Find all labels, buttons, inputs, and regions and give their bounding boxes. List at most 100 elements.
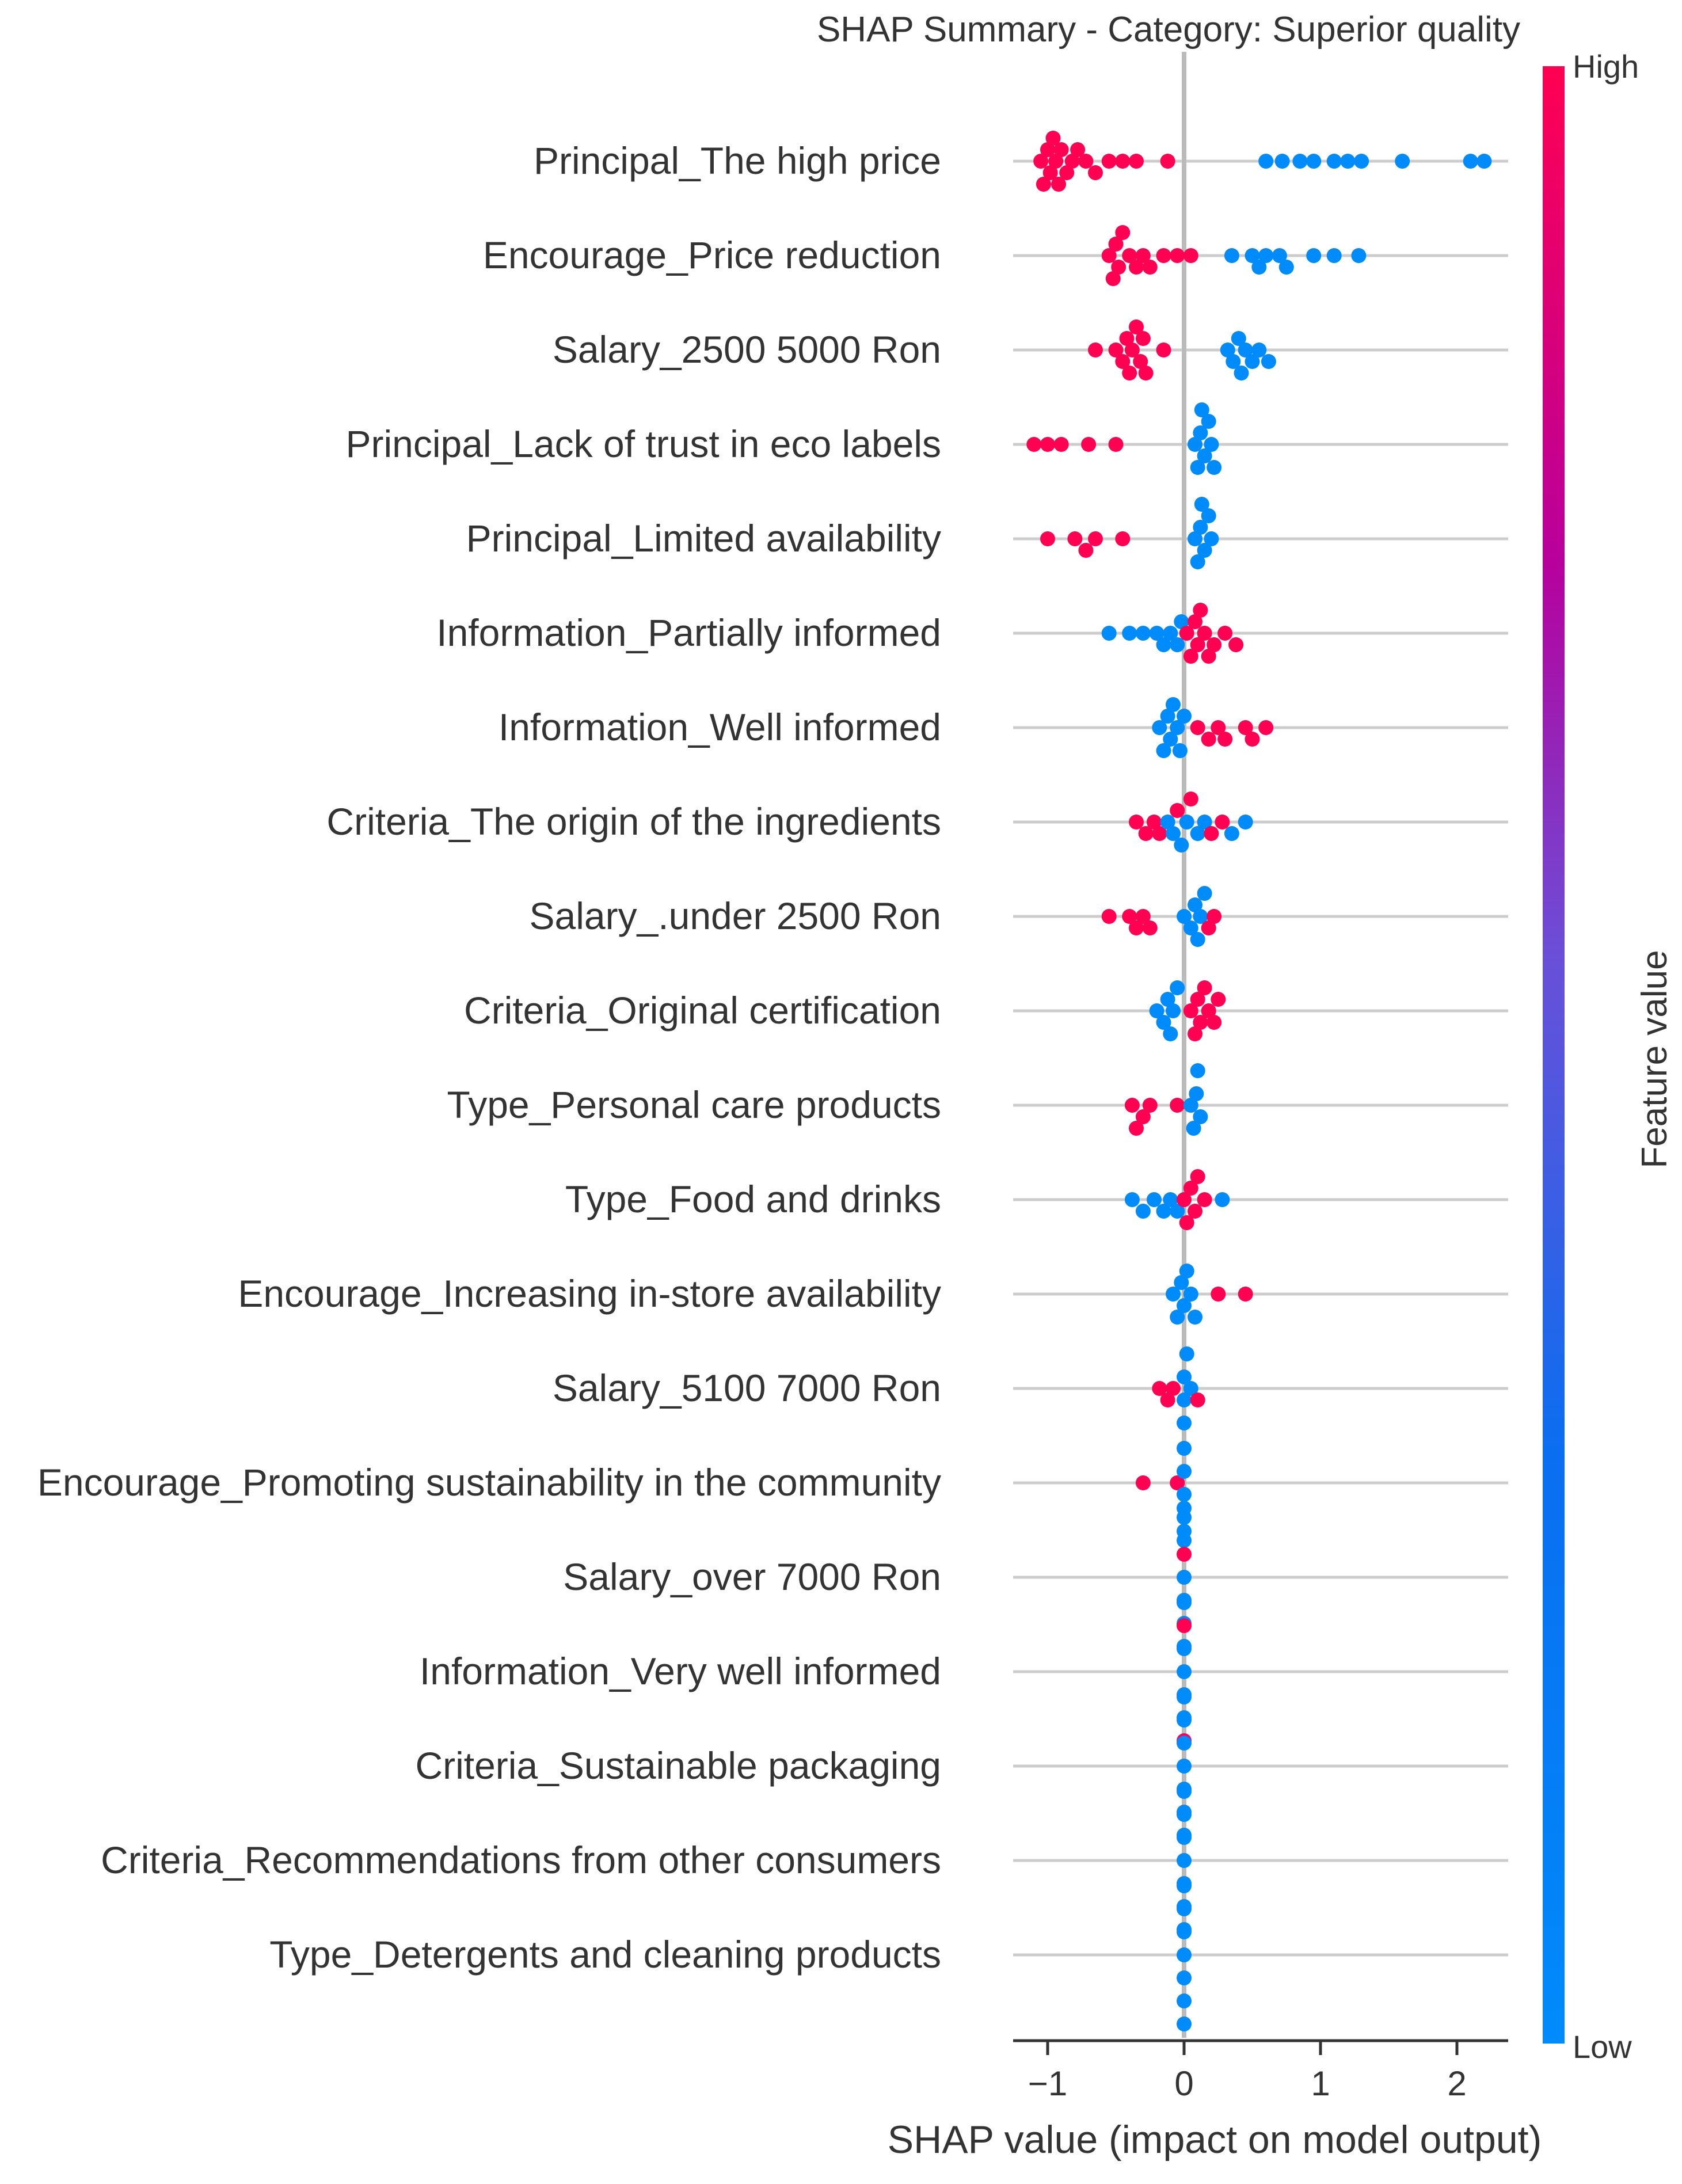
shap-point: [1124, 1192, 1140, 1207]
shap-point: [1177, 1570, 1192, 1585]
feature-label: Information_Very well informed: [420, 1650, 941, 1692]
shap-point: [1088, 531, 1103, 546]
shap-point: [1183, 649, 1198, 664]
shap-point: [1156, 248, 1171, 263]
shap-point: [1177, 1298, 1192, 1313]
shap-point: [1152, 1381, 1167, 1396]
shap-point: [1042, 165, 1058, 180]
shap-point: [1177, 2016, 1192, 2031]
shap-point: [1193, 1109, 1208, 1124]
shap-point: [1177, 1924, 1192, 1939]
shap-point: [1177, 1947, 1192, 1962]
shap-point: [1238, 343, 1253, 357]
shap-point: [1258, 248, 1274, 263]
shap-point: [1040, 437, 1055, 452]
feature-label: Salary_over 7000 Ron: [563, 1555, 941, 1598]
shap-point: [1135, 248, 1151, 263]
shap-point: [1177, 1713, 1192, 1728]
shap-point: [1170, 1098, 1185, 1113]
shap-point: [1224, 826, 1239, 841]
shap-point: [1177, 1595, 1192, 1610]
shap-point: [1101, 154, 1117, 169]
shap-point: [1045, 131, 1061, 146]
shap-point: [1177, 1547, 1192, 1562]
shap-point: [1156, 637, 1171, 652]
shap-point: [1108, 237, 1124, 252]
shap-point: [1340, 154, 1356, 169]
shap-point: [1115, 531, 1131, 546]
shap-point: [1166, 1287, 1181, 1302]
shap-point: [1179, 1215, 1194, 1230]
shap-point: [1224, 248, 1239, 263]
shap-point: [1183, 248, 1198, 263]
shap-point: [1177, 1464, 1192, 1479]
shap-point: [1111, 260, 1127, 275]
shap-point: [1166, 697, 1181, 712]
shap-point: [1188, 1310, 1202, 1325]
x-axis-label: SHAP value (impact on model output): [888, 2118, 1542, 2162]
shap-point: [1190, 932, 1205, 947]
shap-point: [1101, 626, 1117, 641]
shap-point: [1135, 1109, 1151, 1124]
shap-point: [1204, 826, 1219, 841]
shap-point: [1272, 248, 1287, 263]
x-tick-label: −1: [1028, 2064, 1067, 2103]
feature-label: Principal_Limited availability: [466, 517, 941, 560]
shap-point: [1190, 554, 1205, 569]
shap-point: [1211, 720, 1226, 735]
shap-point: [1186, 1121, 1201, 1136]
colorbar-title: Feature value: [1635, 950, 1675, 1168]
shap-point: [1177, 1807, 1192, 1822]
shap-point: [1188, 614, 1202, 629]
shap-point: [1149, 626, 1165, 641]
shap-point: [1190, 826, 1205, 841]
feature-label: Encourage_Promoting sustainability in th…: [37, 1461, 941, 1504]
shap-point: [1170, 980, 1185, 995]
shap-point: [1170, 720, 1185, 735]
shap-point: [1135, 626, 1151, 641]
shap-point: [1326, 248, 1342, 263]
feature-label: Information_Well informed: [498, 706, 941, 748]
shap-point: [1207, 1015, 1222, 1030]
shap-point: [1226, 354, 1241, 369]
shap-point: [1177, 1901, 1192, 1916]
shap-point: [1160, 815, 1175, 830]
x-tick-label: 1: [1311, 2064, 1330, 2103]
shap-point: [1067, 531, 1083, 546]
shap-point: [1135, 331, 1151, 346]
shap-point: [1177, 1369, 1192, 1384]
shap-point: [1190, 992, 1205, 1007]
shap-point: [1163, 732, 1178, 747]
shap-point: [1179, 1346, 1194, 1361]
shap-point: [1156, 343, 1171, 357]
shap-point: [1306, 248, 1322, 263]
shap-point: [1129, 260, 1144, 275]
shap-point: [1040, 531, 1055, 546]
shap-point: [1238, 720, 1253, 735]
feature-label: Type_Food and drinks: [565, 1178, 941, 1220]
shap-point: [1194, 497, 1209, 512]
shap-point: [1122, 366, 1137, 381]
feature-label: Information_Partially informed: [436, 611, 941, 654]
shap-point: [1228, 637, 1244, 652]
shap-point: [1351, 248, 1367, 263]
shap-point: [1160, 992, 1175, 1007]
shap-point: [1201, 649, 1216, 664]
shap-point: [1476, 154, 1492, 169]
data-points: [1026, 131, 1492, 2031]
shap-point: [1124, 343, 1140, 357]
shap-point: [1078, 154, 1094, 169]
shap-point: [1053, 437, 1069, 452]
shap-point: [1177, 1970, 1192, 1985]
shap-point: [1115, 354, 1131, 369]
shap-point: [1115, 225, 1131, 240]
shap-point: [1197, 815, 1212, 830]
shap-point: [1152, 826, 1167, 841]
feature-label: Salary_5100 7000 Ron: [553, 1367, 941, 1409]
shap-point: [1174, 1275, 1189, 1290]
shap-point: [1156, 1015, 1171, 1030]
shap-point: [1238, 815, 1253, 830]
feature-label: Encourage_Increasing in-store availabili…: [238, 1272, 941, 1315]
shap-point: [1152, 720, 1167, 735]
shap-point: [1163, 626, 1178, 641]
